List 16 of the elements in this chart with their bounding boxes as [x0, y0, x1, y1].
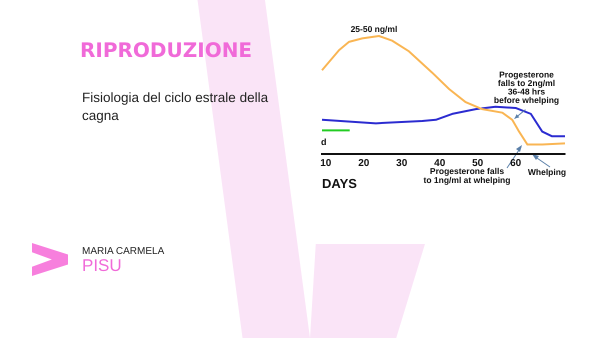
text: Progesterone falls to 1ng/ml at whelping — [422, 166, 510, 185]
annotation: Progesterone falls to 2ng/ml 36-48 hrs before whelping — [494, 70, 560, 106]
annotation: 25-50 ng/ml — [350, 24, 398, 34]
x-axis-title: DAYS — [322, 176, 357, 191]
annotation: d — [321, 137, 326, 147]
x-tick-label: 60 — [510, 158, 522, 169]
x-tick-label: 20 — [358, 158, 370, 169]
x-tick-label: 40 — [434, 158, 446, 169]
x-tick-label: 50 — [472, 158, 484, 169]
text: Fisiologia del ciclo estrale della cagna — [82, 89, 270, 125]
chart-title: RIPRODUZIONE — [80, 38, 252, 62]
x-tick-label: 10 — [320, 158, 332, 169]
text: MARIA CARMELA — [82, 246, 164, 257]
text: PISU — [82, 256, 122, 276]
text: Whelping — [526, 167, 568, 177]
x-tick-label: 30 — [396, 158, 408, 169]
